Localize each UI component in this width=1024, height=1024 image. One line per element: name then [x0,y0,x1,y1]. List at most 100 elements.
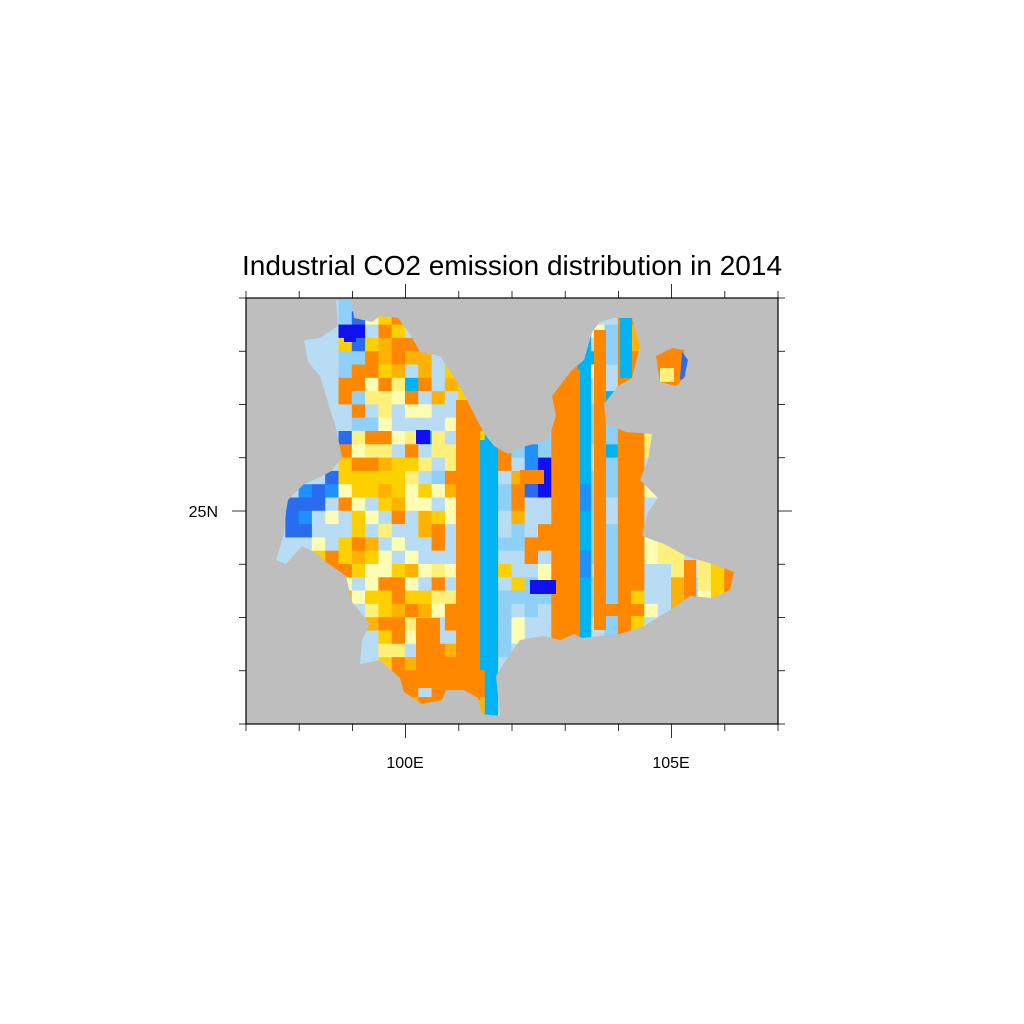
emission-cell [365,337,379,352]
emission-cell [511,550,526,565]
emission-cell [338,377,353,392]
emission-cell [276,550,286,565]
emission-cell [351,510,366,525]
emission-cell [365,431,379,445]
emission-cell [338,391,353,405]
emission-cell [604,457,619,472]
emission-cell [405,351,419,365]
emission-cell [657,550,672,565]
emission-cell [405,577,419,591]
emission-cell [378,497,393,512]
map-title: Industrial CO2 emission distribution in … [241,250,783,281]
emission-cell [391,364,406,379]
emission-cell [598,604,644,616]
emission-cell [405,524,419,538]
emission-cell [378,484,393,498]
emission-cell [285,537,299,552]
emission-cell [538,510,552,525]
emission-cell [617,524,632,538]
emission-cell [325,351,339,365]
emission-cell [391,391,406,405]
emission-cell [538,457,552,472]
emission-cell [604,337,619,352]
emission-cell [524,537,539,552]
emission-cell [431,431,446,445]
emission-cell [365,377,379,392]
emission-cell [338,300,353,312]
emission-cell [511,590,526,605]
emission-cell [618,724,632,738]
emission-cell [391,444,406,458]
emission-cell [405,683,419,698]
emission-cell [416,430,430,444]
emission-cell [405,377,419,392]
emission-cell [524,497,539,512]
emission-cell [558,370,580,640]
emission-cell [577,377,592,392]
emission-cell [577,524,592,538]
emission-cell [365,524,379,538]
emission-cell [311,510,326,525]
emission-cell [365,537,379,552]
emission-cell [351,417,366,432]
emission-cell [325,497,339,512]
emission-cell [325,364,339,379]
emission-cell [418,550,432,565]
emission-cell [577,617,592,631]
emission-cell [378,564,393,578]
emission-cell [391,537,406,552]
emission-cell [538,603,552,618]
emission-cell [444,497,459,512]
x-tick-label-100E: 100E [386,755,423,772]
emission-cell [604,364,619,379]
emission-cell [538,484,552,498]
emission-cell [325,550,339,565]
emission-cell [538,537,552,552]
emission-cell [657,564,672,578]
emission-cell [631,590,645,605]
emission-cell [657,590,672,605]
emission-cell [565,724,579,738]
emission-cell [405,550,419,565]
emission-cell [538,564,552,578]
emission-cell [418,417,432,432]
emission-cell [538,524,552,538]
emission-cell [378,630,393,645]
emission-cell [405,617,419,631]
emission-cell [444,643,459,658]
emission-cell [577,590,592,605]
emission-cell [604,537,619,552]
emission-cell [444,657,459,671]
emission-cell [378,364,393,379]
emission-cell [617,537,632,552]
emission-cell [577,457,592,472]
emission-cell [378,603,393,618]
emission-cell [577,470,592,485]
emission-cell [338,550,353,565]
emission-cell [311,537,326,552]
emission-cell [644,537,659,552]
emission-cell [431,537,446,552]
emission-cell [538,617,552,631]
emission-cell [365,564,379,578]
emission-cell [405,404,419,419]
emission-cell [710,564,725,578]
emission-cell [351,404,366,419]
emission-cell [577,391,592,405]
emission-cell [710,577,725,591]
emission-cell [498,603,512,618]
emission-cell [724,577,734,591]
emission-cell [604,497,619,512]
emission-cell [444,524,459,538]
emission-cell [378,550,393,565]
emission-cell [444,537,459,552]
emission-cell [365,577,379,591]
emission-cell [378,417,393,432]
emission-cell [577,484,592,498]
emission-cell [311,337,326,352]
emission-cell [311,484,326,498]
emission-cell [631,564,645,578]
emission-cell [520,470,544,484]
emission-cell [365,404,379,419]
emission-cell [351,550,366,565]
